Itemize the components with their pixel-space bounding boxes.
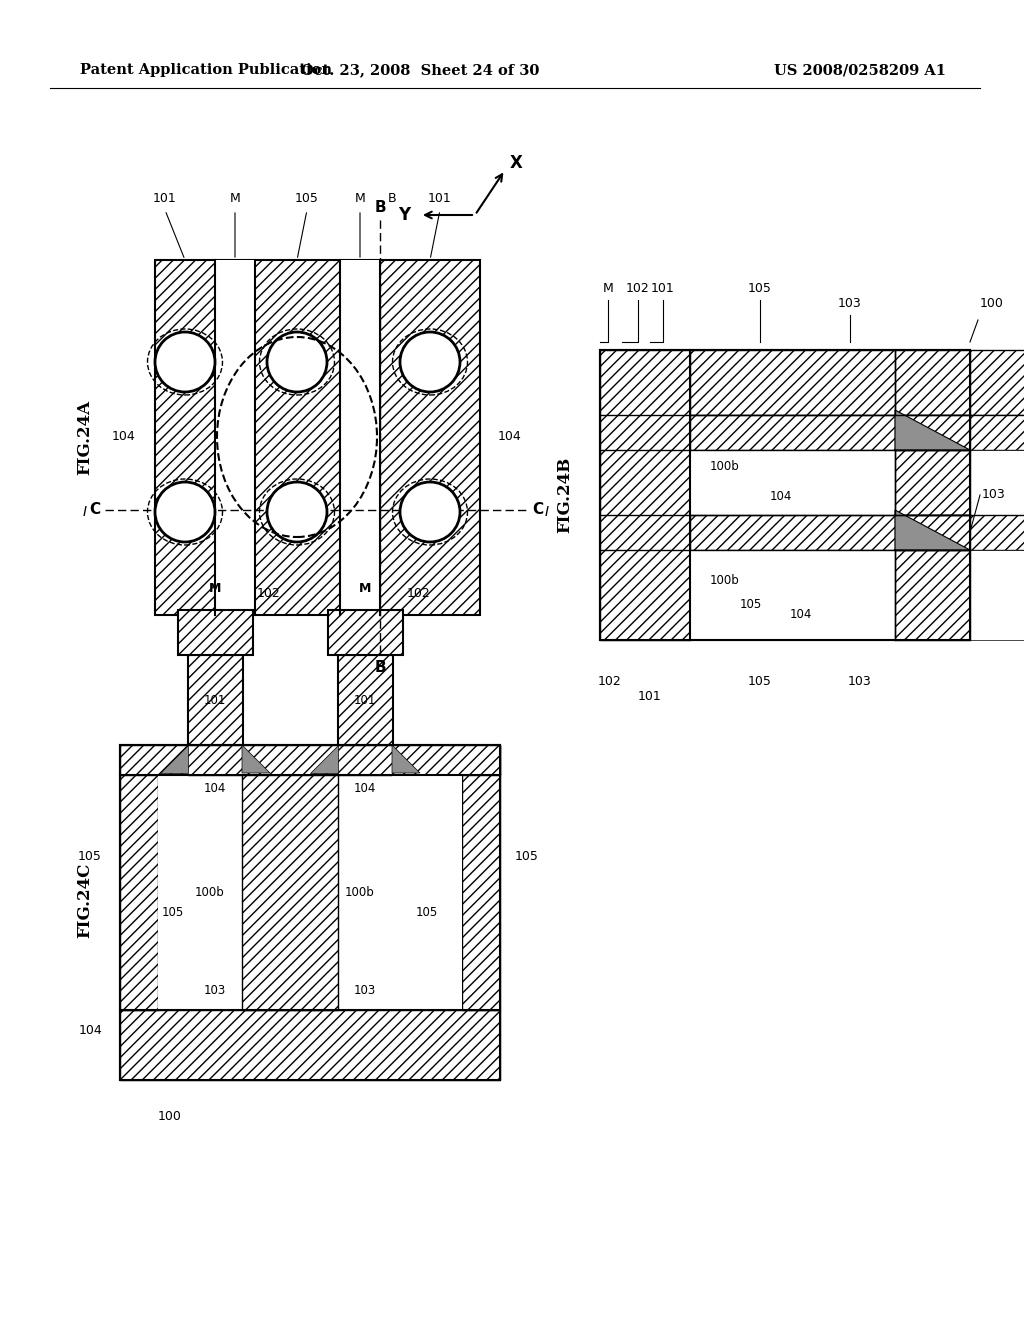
Text: FIG.24A: FIG.24A (77, 400, 93, 475)
Text: 101: 101 (651, 282, 675, 294)
Circle shape (267, 482, 327, 543)
Bar (178, 610, 253, 655)
Text: C: C (89, 503, 100, 517)
Text: 104: 104 (354, 781, 376, 795)
Circle shape (267, 333, 327, 392)
Bar (600, 350, 970, 640)
Bar (120, 744, 500, 1080)
Bar (155, 260, 480, 615)
Text: 100: 100 (158, 1110, 182, 1123)
Polygon shape (895, 411, 970, 450)
Text: 100: 100 (980, 297, 1004, 310)
Bar (895, 450, 970, 515)
Text: 103: 103 (204, 983, 226, 997)
Text: 105: 105 (162, 906, 184, 919)
Text: 105: 105 (740, 598, 762, 611)
Bar (462, 744, 500, 1010)
Text: B: B (388, 191, 396, 205)
Text: 101: 101 (354, 693, 376, 706)
Bar (690, 450, 1024, 515)
Text: 105: 105 (749, 675, 772, 688)
Text: 103: 103 (982, 488, 1006, 502)
Bar (895, 350, 970, 414)
Text: 101: 101 (638, 690, 662, 704)
Bar (340, 260, 380, 615)
Text: 103: 103 (838, 297, 862, 310)
Text: 102: 102 (257, 587, 281, 601)
Text: B: B (374, 660, 386, 675)
Text: 105: 105 (295, 191, 318, 205)
Text: 104: 104 (498, 430, 522, 444)
Text: 104: 104 (112, 430, 135, 444)
Bar (895, 414, 970, 450)
Bar (895, 550, 970, 640)
Circle shape (400, 333, 460, 392)
Bar (392, 775, 462, 1010)
Bar (690, 550, 1024, 640)
Text: 104: 104 (790, 609, 812, 622)
Text: 103: 103 (848, 675, 871, 688)
Bar (120, 744, 158, 1010)
Bar (120, 744, 500, 1080)
Bar (120, 1010, 500, 1080)
Text: I: I (83, 506, 87, 519)
Polygon shape (160, 744, 188, 774)
Polygon shape (242, 744, 270, 774)
Text: Y: Y (398, 206, 410, 224)
Text: M: M (358, 582, 371, 595)
Text: I: I (545, 506, 549, 519)
Circle shape (155, 333, 215, 392)
Text: 102: 102 (626, 282, 650, 294)
Text: M: M (354, 191, 366, 205)
Text: 101: 101 (154, 191, 177, 205)
Text: 104: 104 (78, 1023, 102, 1036)
Bar (338, 655, 393, 744)
Text: 103: 103 (354, 983, 376, 997)
Text: X: X (510, 154, 523, 172)
Text: M: M (229, 191, 241, 205)
Text: 104: 104 (204, 781, 226, 795)
Bar (600, 350, 970, 640)
Text: M: M (209, 582, 221, 595)
Text: 105: 105 (515, 850, 539, 863)
Text: 100b: 100b (196, 886, 225, 899)
Text: 100b: 100b (710, 461, 739, 474)
Bar (895, 515, 970, 550)
Bar (690, 515, 1024, 550)
Circle shape (155, 482, 215, 543)
Text: Oct. 23, 2008  Sheet 24 of 30: Oct. 23, 2008 Sheet 24 of 30 (301, 63, 540, 77)
Polygon shape (895, 510, 970, 550)
Text: 105: 105 (416, 906, 438, 919)
Text: 100b: 100b (345, 886, 375, 899)
Text: B: B (374, 201, 386, 215)
Text: 102: 102 (407, 587, 431, 601)
Bar (188, 655, 243, 744)
Bar (158, 775, 188, 1010)
Text: 101: 101 (204, 693, 226, 706)
Text: FIG.24B: FIG.24B (556, 457, 573, 533)
Bar (242, 744, 338, 1010)
Text: 102: 102 (598, 675, 622, 688)
Text: C: C (532, 503, 543, 517)
Bar (215, 260, 255, 615)
Text: US 2008/0258209 A1: US 2008/0258209 A1 (774, 63, 946, 77)
Bar (328, 610, 403, 655)
Bar (120, 744, 500, 775)
Text: 105: 105 (749, 282, 772, 294)
Bar (690, 350, 1024, 414)
Bar (600, 350, 690, 640)
Bar (690, 414, 1024, 450)
Circle shape (400, 482, 460, 543)
Text: Patent Application Publication: Patent Application Publication (80, 63, 332, 77)
Text: FIG.24C: FIG.24C (77, 862, 93, 937)
Polygon shape (310, 744, 338, 774)
Text: 100b: 100b (710, 573, 739, 586)
Text: 105: 105 (78, 850, 102, 863)
Text: 104: 104 (770, 491, 793, 503)
Text: 101: 101 (428, 191, 452, 205)
Text: M: M (603, 282, 613, 294)
Polygon shape (392, 744, 420, 774)
